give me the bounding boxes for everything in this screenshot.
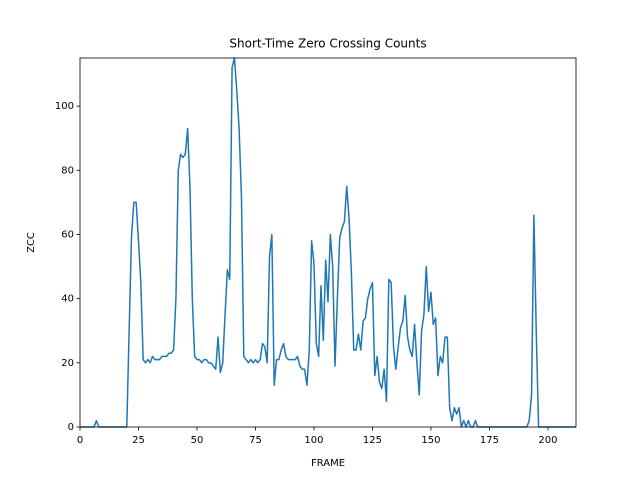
y-tick-label: 20 [61,358,74,369]
y-tick-label: 60 [61,229,74,240]
x-tick-label: 100 [304,435,323,446]
y-tick-label: 100 [55,101,74,112]
x-axis-label: FRAME [311,458,345,469]
y-tick-label: 80 [61,165,74,176]
y-tick-label: 0 [68,422,74,433]
x-tick-label: 25 [132,435,145,446]
x-tick-label: 200 [538,435,557,446]
x-tick-label: 150 [421,435,440,446]
x-tick-label: 0 [77,435,83,446]
x-tick-label: 175 [480,435,499,446]
chart-title: Short-Time Zero Crossing Counts [229,37,426,51]
y-axis-label: ZCC [26,232,37,253]
axes-frame [79,57,577,428]
x-tick-label: 75 [249,435,262,446]
x-tick-label: 50 [191,435,204,446]
x-tick-label: 125 [363,435,382,446]
y-tick-label: 40 [61,294,74,305]
